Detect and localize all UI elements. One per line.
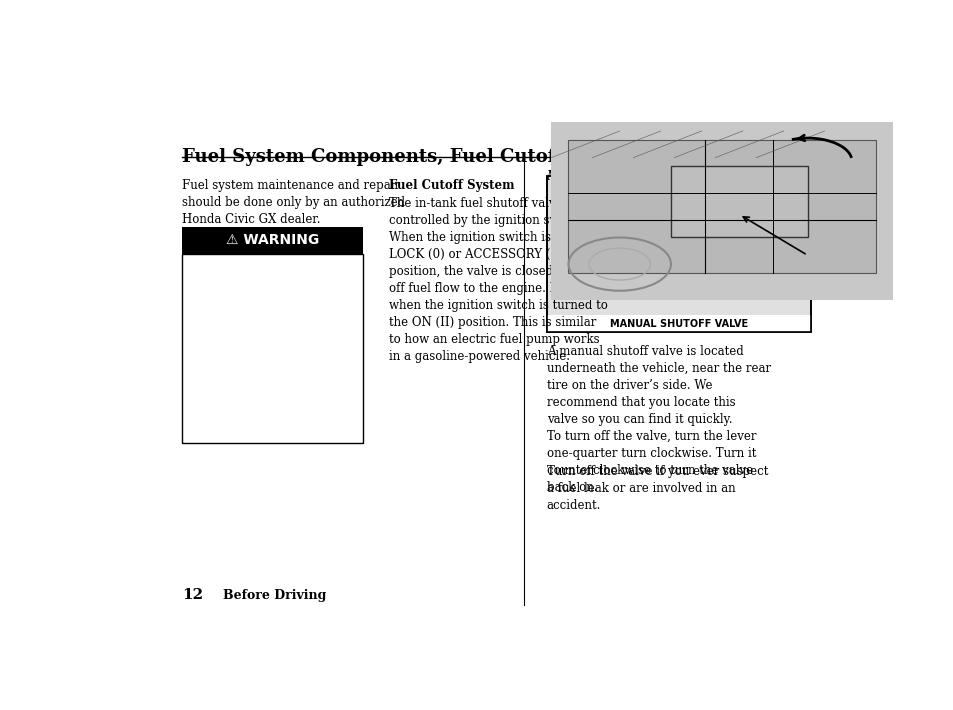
Text: A manual shutoff valve is located
underneath the vehicle, near the rear
tire on : A manual shutoff valve is located undern… [546, 345, 770, 494]
Polygon shape [568, 140, 875, 273]
Text: 12: 12 [182, 588, 203, 602]
Text: Fuel System Components, Fuel Cutoff System: Fuel System Components, Fuel Cutoff Syst… [182, 148, 641, 166]
Text: Manual Shutoff Valve: Manual Shutoff Valve [546, 170, 687, 183]
Bar [546, 315, 810, 332]
Text: The in-tank fuel shutoff valve is
controlled by the ignition switch.
When the ig: The in-tank fuel shutoff valve is contro… [389, 197, 609, 364]
Text: Turn off the valve if you ever suspect
a fuel leak or are involved in an
acciden: Turn off the valve if you ever suspect a… [546, 465, 767, 512]
Bar [182, 253, 363, 443]
Text: MANUAL SHUTOFF VALVE: MANUAL SHUTOFF VALVE [609, 319, 747, 329]
Text: Fuel system maintenance and repair
should be done only by an authorized
Honda Ci: Fuel system maintenance and repair shoul… [182, 179, 405, 226]
Text: ⚠ WARNING: ⚠ WARNING [226, 234, 319, 248]
Bar [546, 177, 810, 332]
Bar [546, 177, 810, 332]
Text: Fuel Cutoff System: Fuel Cutoff System [389, 179, 514, 192]
Bar [670, 166, 806, 237]
Text: Before Driving: Before Driving [222, 589, 326, 602]
Bar [182, 227, 363, 253]
